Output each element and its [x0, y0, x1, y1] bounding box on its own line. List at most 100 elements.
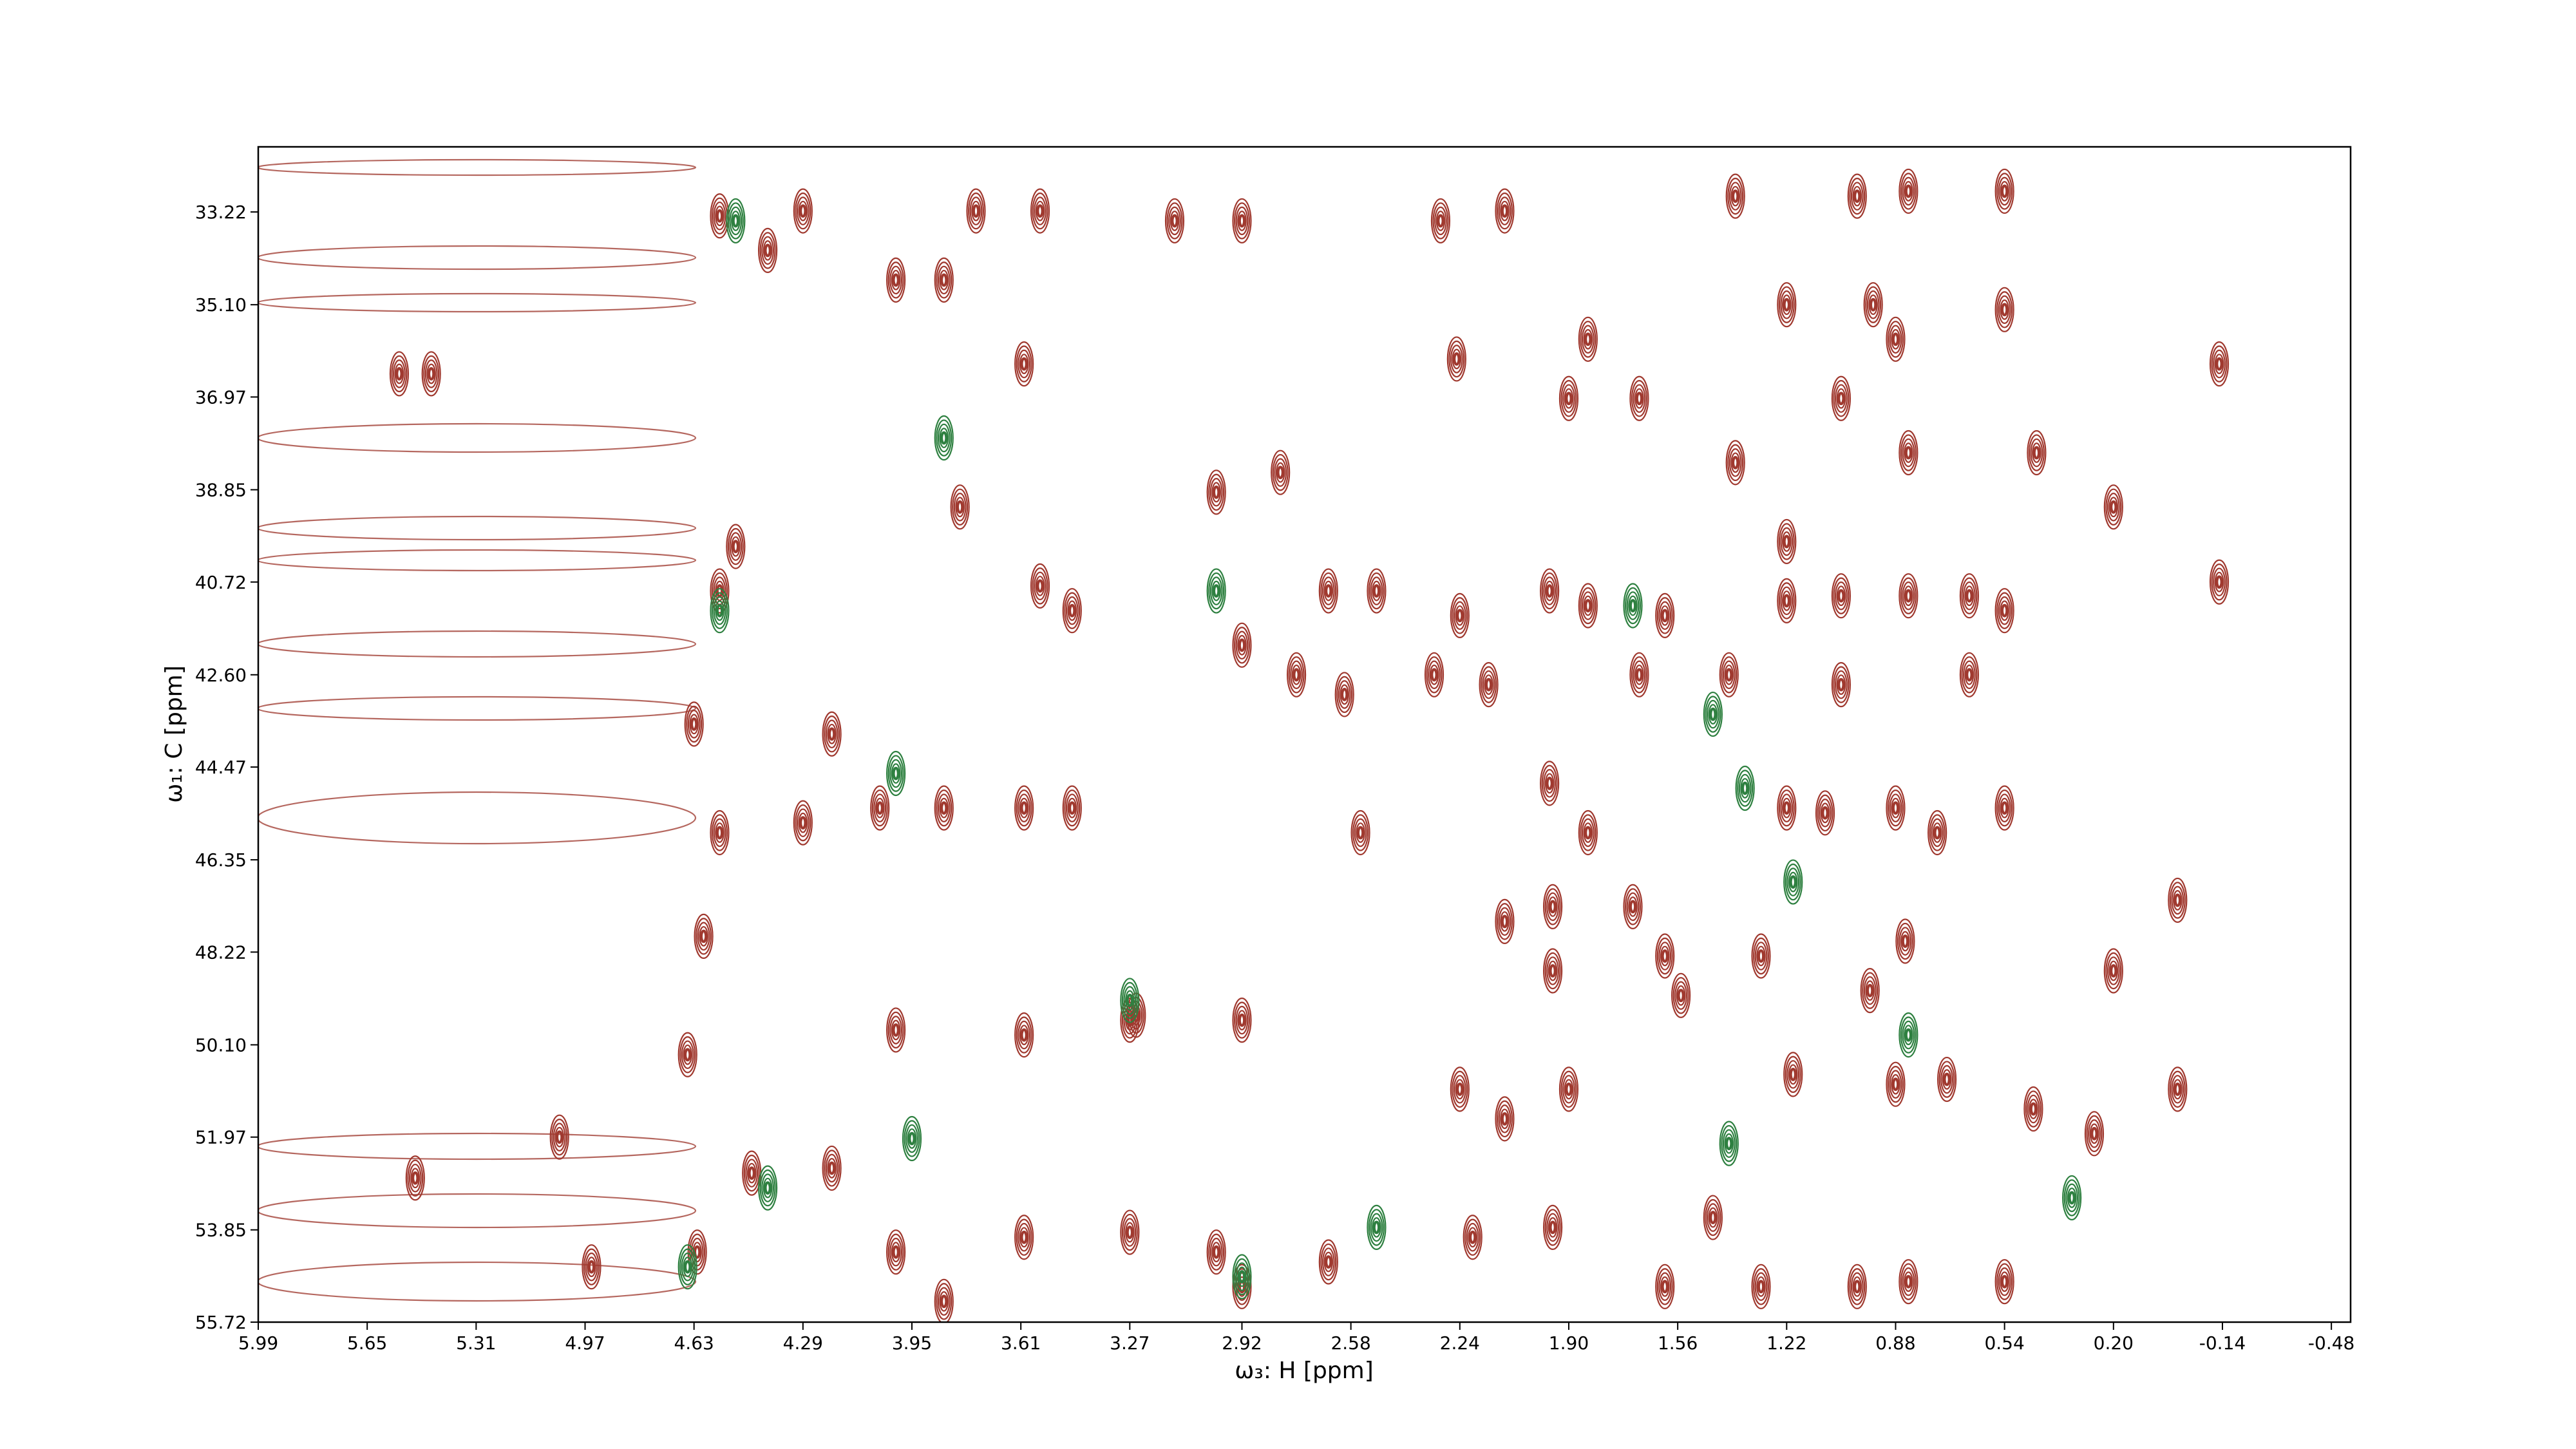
- contour-level: [1164, 198, 1185, 244]
- contour-level: [2068, 1191, 2076, 1205]
- contour-level: [405, 1155, 425, 1201]
- contour-level: [1904, 589, 1912, 603]
- contour-level: [1208, 572, 1225, 610]
- contour-level: [953, 492, 967, 522]
- contour-level: [1834, 384, 1848, 413]
- plot-frame: [257, 146, 2352, 1323]
- peak: [2084, 1111, 2105, 1157]
- peak: [1623, 583, 1643, 629]
- contour-level: [1238, 638, 1246, 652]
- contour-level: [937, 793, 951, 822]
- contour-level: [822, 711, 842, 757]
- x-tick-label: 2.92: [1222, 1332, 1262, 1354]
- contour-level: [940, 801, 948, 815]
- peak: [1703, 691, 1723, 737]
- contour-level: [1562, 1075, 1575, 1104]
- peak: [1479, 662, 1499, 708]
- contour-level: [1901, 934, 1909, 948]
- contour-level: [2168, 877, 2188, 923]
- contour-level: [1634, 388, 1644, 409]
- contour-level: [424, 359, 438, 388]
- contour-level: [1996, 173, 2013, 210]
- contour-level: [1886, 1061, 1906, 1107]
- contour-level: [731, 536, 741, 557]
- contour-level: [1863, 976, 1877, 1005]
- contour-level: [1323, 1251, 1334, 1273]
- contour-level: [1126, 1226, 1133, 1239]
- peak: [2062, 1175, 2082, 1221]
- contour-level: [1583, 328, 1593, 350]
- contour-level: [1450, 592, 1470, 638]
- peak: [1450, 592, 1470, 638]
- peak: [2103, 948, 2123, 994]
- contour-level: [2103, 948, 2123, 994]
- peak: [1655, 592, 1675, 638]
- contour-level: [1753, 1268, 1770, 1305]
- contour-level: [793, 188, 813, 234]
- contour-level: [1831, 573, 1851, 619]
- contour-level: [1753, 937, 1770, 975]
- contour-level: [395, 367, 403, 381]
- contour-level: [2214, 571, 2224, 592]
- contour-level: [2086, 1115, 2103, 1153]
- contour-level: [1564, 388, 1574, 409]
- peak: [934, 415, 954, 461]
- contour-level: [1624, 587, 1641, 625]
- contour-level: [971, 200, 981, 222]
- contour-level: [582, 1244, 601, 1290]
- contour-level: [1020, 801, 1028, 815]
- contour-level: [1706, 1203, 1719, 1232]
- peak: [1450, 1066, 1470, 1112]
- contour-level: [1834, 670, 1848, 699]
- contour-level: [1064, 789, 1081, 827]
- contour-level: [892, 273, 900, 287]
- contour-level: [1036, 204, 1044, 218]
- contour-level: [1370, 1213, 1383, 1242]
- contour-level: [934, 257, 954, 303]
- contour-level: [1757, 1280, 1765, 1294]
- peak: [886, 257, 906, 303]
- peak: [1318, 568, 1338, 614]
- peak: [822, 711, 842, 757]
- contour-level: [715, 209, 724, 223]
- contour-level: [1213, 485, 1220, 499]
- contour-level: [1274, 458, 1287, 487]
- contour-level: [710, 568, 730, 614]
- contour-level: [1030, 563, 1050, 609]
- contour-level: [1233, 627, 1250, 664]
- contour-level: [1014, 1012, 1034, 1058]
- contour-level: [1836, 674, 1846, 696]
- peak: [677, 1032, 697, 1077]
- peak: [1751, 933, 1771, 979]
- contour-level: [956, 500, 964, 514]
- contour-level: [892, 1023, 900, 1037]
- contour-level: [1730, 452, 1741, 473]
- contour-level: [1548, 960, 1558, 981]
- contour-level: [1578, 316, 1598, 362]
- contour-level: [891, 763, 901, 784]
- contour-level: [1722, 1129, 1736, 1158]
- contour-level: [875, 797, 885, 819]
- contour-level: [795, 804, 811, 842]
- contour-level: [711, 814, 728, 851]
- contour-level: [1540, 761, 1560, 806]
- contour-level: [1626, 892, 1640, 922]
- contour-level: [799, 816, 807, 830]
- contour-level: [892, 1245, 900, 1259]
- contour-level: [1548, 1217, 1558, 1238]
- contour-level: [1961, 656, 1978, 694]
- contour-level: [1831, 662, 1851, 708]
- contour-level: [1866, 290, 1880, 319]
- contour-level: [1904, 585, 1913, 607]
- streak: [258, 422, 696, 453]
- contour-level: [2110, 500, 2117, 514]
- peak: [934, 785, 954, 831]
- contour-level: [1464, 1218, 1481, 1256]
- contour-level: [1738, 773, 1752, 803]
- contour-level: [1320, 572, 1337, 610]
- contour-level: [1837, 589, 1845, 603]
- contour-level: [1318, 1239, 1338, 1285]
- contour-level: [587, 1260, 596, 1274]
- contour-level: [1754, 1272, 1768, 1302]
- contour-level: [1998, 1267, 2011, 1296]
